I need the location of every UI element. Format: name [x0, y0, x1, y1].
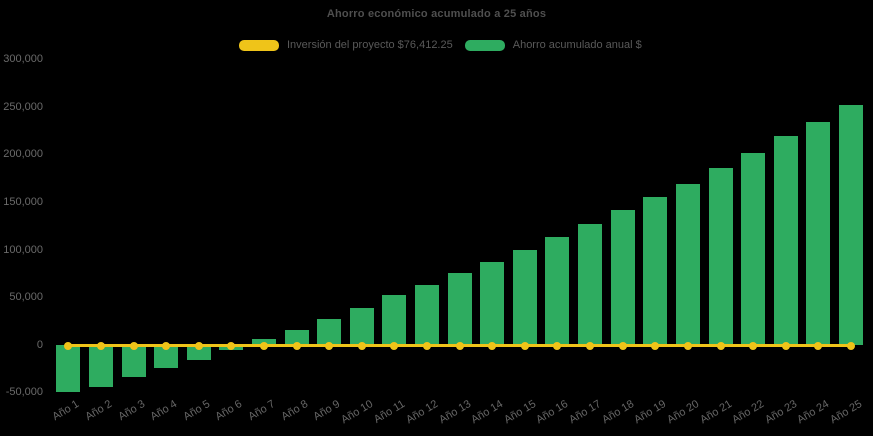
bar-ano-22[interactable] — [741, 152, 766, 345]
investment-line-marker[interactable] — [423, 341, 431, 350]
investment-line-marker[interactable] — [162, 341, 171, 350]
bar-ano-2[interactable] — [88, 344, 113, 387]
y-axis-tick-label: 100,000 — [3, 243, 43, 256]
investment-line-marker[interactable] — [455, 341, 464, 350]
savings-legend-swatch — [464, 39, 505, 51]
bar-ano-4[interactable] — [154, 344, 179, 369]
investment-line-marker[interactable] — [64, 341, 73, 350]
bar-ano-1[interactable] — [56, 344, 81, 393]
bar-ano-10[interactable] — [349, 307, 374, 345]
bar-ano-17[interactable] — [578, 223, 603, 345]
legend-label: Inversión del proyecto $76,412.25 — [287, 39, 453, 51]
investment-line-marker[interactable] — [846, 341, 855, 350]
legend: Inversión del proyecto $76,412.25 Ahorro … — [239, 37, 642, 53]
y-axis-tick-label: 250,000 — [3, 100, 43, 113]
bar-ano-3[interactable] — [121, 344, 146, 378]
bar-ano-14[interactable] — [480, 262, 505, 345]
bar-ano-8[interactable] — [284, 329, 309, 345]
y-axis-tick-label: 200,000 — [3, 148, 43, 161]
bar-ano-15[interactable] — [512, 249, 537, 345]
investment-line-marker[interactable] — [618, 341, 627, 350]
bar-ano-11[interactable] — [382, 295, 407, 345]
investment-line-marker[interactable] — [259, 341, 268, 350]
bar-ano-16[interactable] — [545, 237, 570, 345]
investment-line-marker[interactable] — [357, 341, 366, 350]
y-axis-tick-label: -50,000 — [5, 386, 43, 399]
y-axis-tick-label: 150,000 — [3, 196, 43, 209]
investment-line-marker[interactable] — [651, 341, 660, 350]
y-axis-tick-label: 300,000 — [3, 53, 43, 66]
bar-ano-18[interactable] — [610, 210, 635, 345]
investment-line-marker[interactable] — [194, 341, 203, 350]
investment-line-marker[interactable] — [683, 341, 692, 350]
investment-line-marker[interactable] — [749, 341, 758, 350]
investment-line-marker[interactable] — [129, 341, 138, 350]
investment-line-marker[interactable] — [781, 341, 790, 350]
investment-line-marker[interactable] — [96, 341, 105, 350]
bar-ano-24[interactable] — [806, 122, 831, 345]
y-axis-tick-label: 0 — [36, 338, 43, 351]
investment-line-marker[interactable] — [325, 341, 334, 350]
bar-ano-20[interactable] — [675, 183, 700, 345]
investment-line-marker[interactable] — [488, 341, 497, 350]
investment-legend-swatch — [239, 39, 279, 51]
bar-ano-25[interactable] — [838, 105, 863, 345]
investment-line-marker[interactable] — [716, 341, 725, 350]
investment-line-marker[interactable] — [586, 341, 595, 350]
investment-line-marker[interactable] — [390, 341, 399, 350]
chart-title: Ahorro económico acumulado a 25 años — [326, 8, 547, 20]
legend-item-inversion[interactable]: Inversión del proyecto $76,412.25 — [239, 39, 453, 51]
legend-item-ahorro[interactable]: Ahorro acumulado anual $ — [464, 39, 642, 51]
y-axis-tick-label: 50,000 — [9, 291, 43, 304]
bar-ano-9[interactable] — [317, 319, 342, 345]
bar-ano-13[interactable] — [447, 273, 472, 345]
investment-line-marker[interactable] — [292, 341, 301, 350]
investment-line-marker[interactable] — [814, 341, 823, 350]
bar-ano-12[interactable] — [415, 285, 439, 345]
bar-ano-5[interactable] — [186, 344, 211, 360]
investment-line-marker[interactable] — [520, 341, 529, 350]
bar-ano-23[interactable] — [773, 136, 798, 345]
investment-line-marker[interactable] — [227, 341, 236, 350]
bar-ano-19[interactable] — [643, 197, 668, 345]
investment-line-marker[interactable] — [553, 341, 562, 350]
legend-label: Ahorro acumulado anual $ — [512, 39, 642, 51]
bar-ano-21[interactable] — [708, 168, 733, 345]
